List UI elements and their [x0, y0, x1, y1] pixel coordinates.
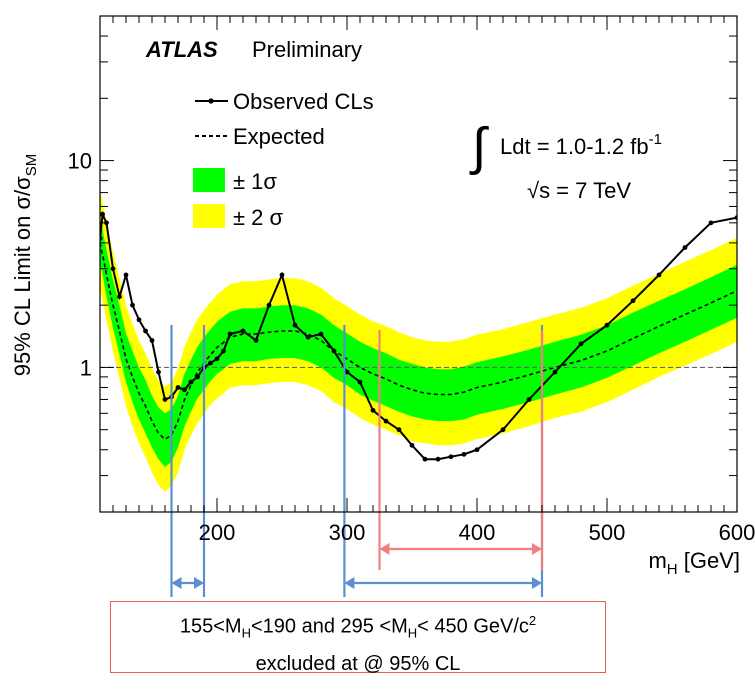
two-sigma-band [100, 190, 737, 492]
x-tick-label: 500 [589, 520, 626, 545]
observed-point [240, 328, 246, 334]
legend-expected-label: Expected [233, 124, 325, 149]
observed-point [344, 369, 350, 375]
observed-point [500, 427, 506, 433]
observed-point [318, 331, 324, 337]
observed-point [279, 272, 285, 278]
observed-point [195, 374, 200, 380]
energy-label: √s = 7 TeV [527, 178, 631, 203]
exclusion-arrow-red-head-right [532, 543, 542, 555]
plot-frame [99, 15, 738, 513]
observed-point [357, 379, 363, 385]
observed-point [435, 456, 441, 462]
observed-point [214, 356, 220, 362]
observed-point [253, 338, 259, 343]
observed-point [149, 338, 155, 343]
lumi-label: Ldt = 1.0-1.2 fb-1 [500, 131, 662, 159]
legend-one-sigma-label: ± 1σ [233, 169, 277, 194]
observed-point [156, 369, 161, 375]
expected-layer [100, 242, 737, 441]
observed-point [422, 456, 428, 462]
observed-point [117, 294, 122, 299]
caption-line-2: excluded at @ 95% CL [255, 652, 461, 675]
observed-point [182, 387, 187, 393]
observed-point [448, 454, 454, 460]
observed-point [396, 427, 402, 433]
legend-observed-marker [208, 98, 214, 104]
y-tick-label: 1 [80, 355, 92, 380]
legend: Observed CLs Expected ± 1σ ± 2 σ [193, 89, 374, 230]
x-tick-label: 300 [329, 520, 366, 545]
exclusion-arrow-red-head-left [379, 543, 390, 555]
observed-point [708, 220, 714, 226]
bands-layer [100, 190, 737, 492]
observed-point [682, 245, 688, 250]
observed-point [630, 298, 636, 304]
x-tick-label: 400 [459, 520, 496, 545]
observed-point [305, 334, 311, 340]
observed-point [136, 317, 142, 323]
observed-point [266, 302, 272, 308]
observed-point [110, 266, 116, 272]
observed-point [292, 322, 298, 328]
preliminary-label: Preliminary [252, 37, 362, 62]
observed-point [162, 397, 168, 402]
exclusion-layer [170, 325, 544, 597]
legend-one-sigma-swatch [193, 168, 225, 192]
observed-point [383, 418, 389, 424]
legend-two-sigma-swatch [193, 204, 225, 228]
expected-line [100, 242, 737, 441]
observed-point [100, 211, 105, 217]
observed-point [526, 397, 532, 402]
observed-point [409, 442, 415, 448]
legend-two-sigma-label: ± 2 σ [233, 205, 284, 230]
observed-point [474, 447, 480, 453]
observed-layer [100, 210, 737, 462]
observed-point [604, 322, 610, 328]
observed-point [552, 369, 558, 375]
observed-point [221, 348, 226, 354]
lumi-integral-sign: ∫ [469, 118, 489, 176]
observed-point [578, 341, 584, 347]
observed-point [461, 451, 467, 457]
observed-point [188, 379, 194, 385]
atlas-label: ATLAS [145, 37, 218, 62]
observed-point [227, 331, 233, 337]
observed-point [123, 272, 129, 278]
observed-point [175, 385, 181, 390]
exclusion-caption: 155<MH<190 and 295 <MH< 450 GeV/c2 exclu… [110, 601, 606, 675]
observed-point [656, 272, 662, 278]
x-tick-label: 600 [719, 520, 755, 545]
x-axis-label: mH [GeV] [648, 548, 740, 578]
x-tick-label: 200 [199, 520, 236, 545]
observed-point [130, 302, 135, 308]
legend-observed-label: Observed CLs [233, 89, 374, 114]
tick-layer: 200 300 400 500 600 1 10 [68, 15, 755, 545]
observed-point [370, 407, 376, 413]
exclusion-arrow-blue-head-left [171, 577, 182, 589]
y-tick-label: 10 [68, 149, 92, 174]
exclusion-arrow-blue-head-right [194, 577, 204, 589]
exclusion-arrow-blue-head-left [344, 577, 355, 589]
observed-point [331, 348, 337, 354]
exclusion-arrow-blue-head-right [532, 577, 542, 589]
observed-point [143, 328, 148, 334]
caption-line-1: 155<MH<190 and 295 <MH< 450 GeV/c2 [179, 613, 537, 641]
observed-point [208, 360, 213, 366]
y-axis-label: 95% CL Limit on σ/σSM [10, 154, 40, 376]
